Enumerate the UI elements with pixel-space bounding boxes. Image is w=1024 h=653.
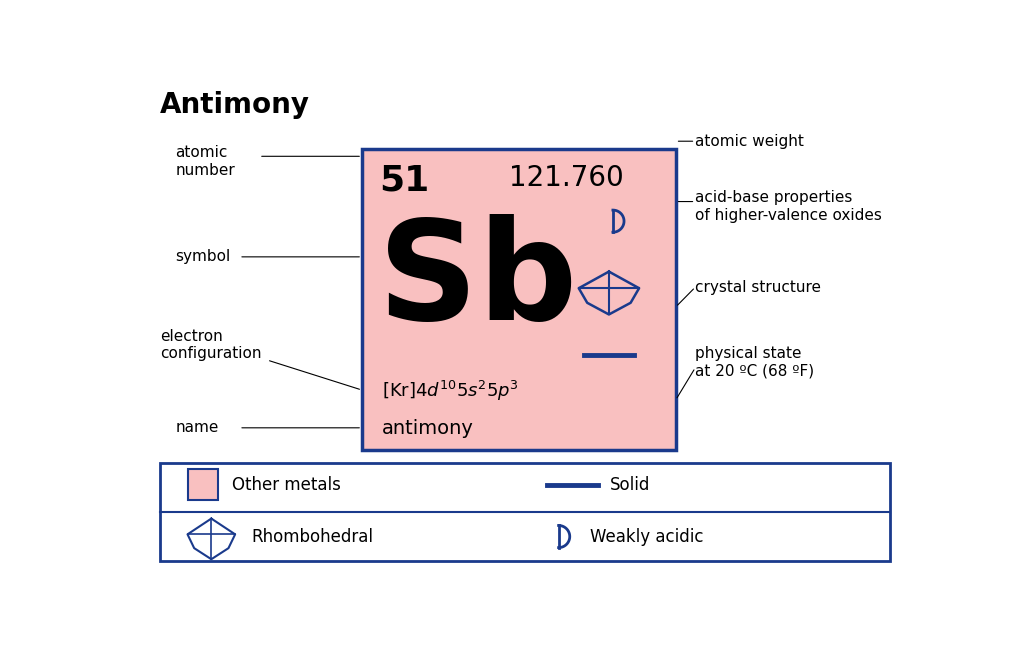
Text: Rhombohedral: Rhombohedral <box>251 528 373 545</box>
Text: Sb: Sb <box>378 214 578 349</box>
Text: physical state
at 20 ºC (68 ºF): physical state at 20 ºC (68 ºF) <box>695 346 814 379</box>
Text: Weakly acidic: Weakly acidic <box>590 528 703 545</box>
Text: electron
configuration: electron configuration <box>160 328 261 361</box>
Text: 121.760: 121.760 <box>510 164 625 192</box>
Text: symbol: symbol <box>176 249 230 264</box>
Text: Antimony: Antimony <box>160 91 309 119</box>
FancyBboxPatch shape <box>187 469 218 500</box>
Text: antimony: antimony <box>382 419 474 438</box>
Text: acid-base properties
of higher-valence oxides: acid-base properties of higher-valence o… <box>695 191 883 223</box>
Text: atomic
number: atomic number <box>176 145 236 178</box>
Text: Other metals: Other metals <box>232 476 341 494</box>
FancyBboxPatch shape <box>160 463 890 561</box>
Text: 51: 51 <box>380 164 430 198</box>
Text: $\rm [Kr]4\mathit{d}^{10}5\mathit{s}^{2}5\mathit{p}^{3}$: $\rm [Kr]4\mathit{d}^{10}5\mathit{s}^{2}… <box>382 379 519 403</box>
Text: crystal structure: crystal structure <box>695 279 821 295</box>
Text: Solid: Solid <box>610 476 650 494</box>
Text: name: name <box>176 421 219 436</box>
Text: atomic weight: atomic weight <box>695 134 804 149</box>
FancyBboxPatch shape <box>362 149 676 451</box>
